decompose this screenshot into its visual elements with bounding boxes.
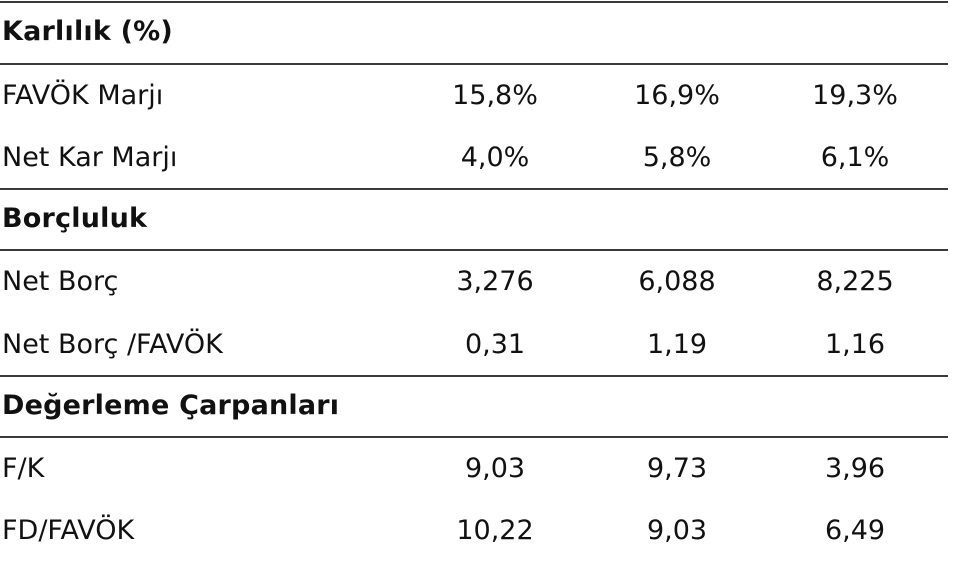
value-cell: 3,276 — [456, 266, 534, 297]
section-title-degerleme: Değerleme Çarpanları — [2, 390, 340, 421]
table-row: FD/FAVÖK 10,22 9,03 6,49 — [0, 500, 948, 562]
value-cell: 8,225 — [816, 266, 894, 297]
value-cell: 4,0% — [460, 142, 530, 173]
section-title-borcluluk: Borçluluk — [2, 203, 148, 234]
value-cell: 1,19 — [646, 329, 708, 360]
value-cell: 6,1% — [820, 142, 890, 173]
table-row: Net Borç 3,276 6,088 8,225 — [0, 251, 948, 313]
value-cell: 9,03 — [646, 515, 708, 546]
value-cell: 19,3% — [812, 80, 898, 111]
value-cell: 9,03 — [464, 453, 526, 484]
table-row: F/K 9,03 9,73 3,96 — [0, 438, 948, 500]
section-divider — [0, 249, 948, 251]
value-cell: 15,8% — [452, 80, 538, 111]
section-top-rule — [0, 1, 948, 3]
row-label: Net Borç — [2, 266, 119, 297]
section-divider — [0, 436, 948, 438]
row-label: F/K — [2, 453, 45, 484]
section-divider — [0, 188, 948, 190]
value-cell: 9,73 — [646, 453, 708, 484]
value-cell: 3,96 — [824, 453, 886, 484]
section-divider — [0, 63, 948, 65]
value-cell: 1,16 — [824, 329, 886, 360]
row-label: Net Kar Marjı — [2, 142, 178, 173]
value-cell: 5,8% — [642, 142, 712, 173]
row-label: FAVÖK Marjı — [2, 80, 164, 111]
value-cell: 10,22 — [456, 515, 534, 546]
table-row: FAVÖK Marjı 15,8% 16,9% 19,3% — [0, 65, 948, 127]
value-cell: 16,9% — [634, 80, 720, 111]
section-divider — [0, 375, 948, 377]
table-row: Net Kar Marjı 4,0% 5,8% 6,1% — [0, 127, 948, 189]
table-row: Net Borç /FAVÖK 0,31 1,19 1,16 — [0, 314, 948, 376]
row-label: Net Borç /FAVÖK — [2, 329, 223, 360]
section-title-karlilik: Karlılık (%) — [2, 16, 173, 47]
value-cell: 6,49 — [824, 515, 886, 546]
row-label: FD/FAVÖK — [2, 515, 135, 546]
value-cell: 6,088 — [638, 266, 716, 297]
value-cell: 0,31 — [464, 329, 526, 360]
